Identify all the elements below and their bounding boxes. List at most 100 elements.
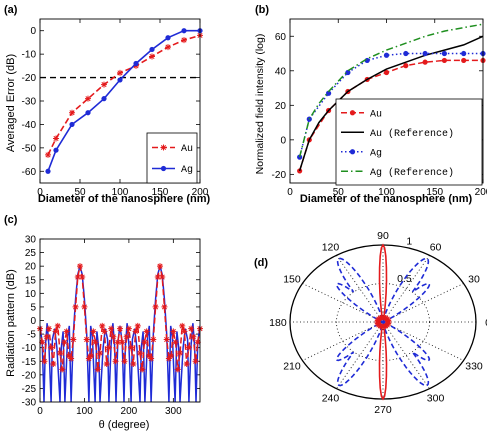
panel-label-b: (b) <box>255 4 269 16</box>
polar-radial-label: 1 <box>406 236 412 248</box>
data-point <box>57 350 63 357</box>
data-point <box>163 336 170 343</box>
polar-angle-label: 180 <box>269 317 287 329</box>
data-point <box>43 333 50 340</box>
data-point <box>181 28 187 34</box>
data-point <box>403 63 409 69</box>
data-point <box>422 50 428 57</box>
data-point <box>130 360 137 367</box>
data-point <box>99 322 106 329</box>
data-point <box>48 344 55 351</box>
data-point <box>179 322 186 329</box>
data-point <box>177 350 183 357</box>
polar-angle-label: 300 <box>427 392 445 404</box>
panel-label-a: (a) <box>4 4 18 16</box>
data-point <box>74 274 81 281</box>
y-tick-label: 5 <box>30 302 36 313</box>
data-point <box>128 344 135 351</box>
data-point <box>81 303 88 310</box>
data-point <box>101 328 108 335</box>
x-tick-label: 100 <box>76 406 93 417</box>
data-point <box>123 333 130 340</box>
panel-b: (b) Normalized field intensity (log) Dia… <box>254 4 487 205</box>
data-point <box>154 274 161 281</box>
data-point <box>61 339 68 346</box>
axes-frame <box>39 18 201 184</box>
data-point <box>150 336 157 343</box>
x-tick-label: 200 <box>192 187 209 198</box>
data-point <box>41 358 48 365</box>
panel-c-xlabel: θ (degree) <box>99 419 150 431</box>
data-point <box>165 44 171 51</box>
data-point <box>108 325 115 332</box>
data-point <box>85 95 91 102</box>
data-point <box>172 339 179 346</box>
x-tick-label: 0 <box>37 187 43 198</box>
data-point <box>165 35 171 41</box>
data-point <box>132 328 139 335</box>
data-point <box>145 352 152 359</box>
data-point <box>69 121 75 128</box>
data-point <box>79 274 86 281</box>
x-tick-label: 300 <box>165 406 182 417</box>
data-point <box>141 339 148 346</box>
x-tick-label: 150 <box>426 187 443 198</box>
data-point <box>403 50 409 57</box>
polar-angle-label: 120 <box>322 242 340 254</box>
panel-label-c: (c) <box>4 214 18 226</box>
y-tick-label: -50 <box>22 143 37 154</box>
legend-label: Au <box>370 109 382 120</box>
x-tick-label: 50 <box>333 187 345 198</box>
data-point <box>39 339 46 346</box>
data-point <box>94 366 101 373</box>
data-point <box>125 325 132 332</box>
polar-angle-label: 30 <box>468 273 480 285</box>
y-tick-label: 25 <box>25 248 37 259</box>
data-point <box>134 322 141 329</box>
data-point <box>133 60 139 67</box>
data-point <box>53 135 59 142</box>
y-tick-label: 20 <box>25 262 37 273</box>
data-point <box>190 333 197 340</box>
x-tick-label: 100 <box>378 187 395 198</box>
series-line-ag <box>298 52 483 158</box>
series-line-au-reference- <box>298 35 483 172</box>
data-point <box>137 350 143 357</box>
y-tick-label: -30 <box>22 398 37 409</box>
y-tick-label: -10 <box>22 50 37 61</box>
data-point <box>159 274 166 281</box>
data-point <box>441 50 447 57</box>
y-tick-label: -5 <box>27 330 36 341</box>
x-tick-label: 200 <box>475 187 487 198</box>
data-point <box>63 328 70 335</box>
data-point <box>59 366 66 373</box>
series-line-ag <box>335 257 431 387</box>
y-tick-label: 15 <box>25 275 37 286</box>
panel-c: (c) Radiation pattern (dB) θ (degree) 0 1… <box>4 214 203 431</box>
polar-angle-label: 240 <box>322 392 340 404</box>
data-point <box>103 360 110 367</box>
data-point <box>45 325 52 332</box>
data-point <box>297 168 303 174</box>
data-point <box>192 358 199 365</box>
y-tick-label: 20 <box>275 101 287 112</box>
panel-a-ylabel: Averaged Error (dB) <box>5 54 17 152</box>
legend-label: Ag <box>370 148 382 159</box>
data-point <box>72 303 79 310</box>
legend-label: Ag (Reference) <box>370 167 454 179</box>
series-line-au <box>40 266 200 370</box>
data-point <box>101 81 107 88</box>
y-tick-label: 60 <box>275 32 287 43</box>
series-line-ag-reference- <box>298 23 483 158</box>
polar-angle-label: 210 <box>283 361 301 373</box>
data-point <box>117 325 123 332</box>
data-point <box>149 46 155 53</box>
data-point <box>383 69 390 76</box>
data-point <box>45 151 51 158</box>
data-point <box>377 323 384 330</box>
data-point <box>112 358 119 365</box>
data-point <box>143 328 150 335</box>
data-point <box>441 57 447 64</box>
panel-d: (d) 90603003303002702402101801501200.51 <box>254 230 487 416</box>
x-tick-label: 0 <box>287 187 293 198</box>
